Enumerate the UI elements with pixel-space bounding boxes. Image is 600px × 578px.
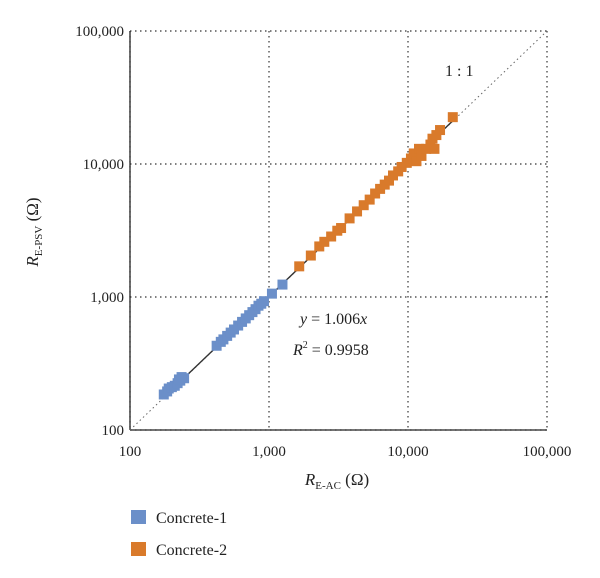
x-tick-label-0: 100 xyxy=(119,444,142,460)
point-series-2-3 xyxy=(319,236,330,247)
y-axis-title: RE-PSV (Ω) xyxy=(23,197,45,267)
point-series-2-2 xyxy=(314,241,325,252)
point-series-2-21 xyxy=(414,143,425,154)
point-series-2-19 xyxy=(405,153,416,164)
point-series-2-9 xyxy=(358,200,369,211)
point-series-2-30 xyxy=(447,112,458,123)
point-series-2-0 xyxy=(294,261,305,272)
point-series-2-10 xyxy=(364,194,375,205)
reference-line-label: 1 : 1 xyxy=(445,63,473,80)
legend-label-concrete-2: Concrete-2 xyxy=(156,542,227,559)
point-series-2-8 xyxy=(352,206,363,217)
y-tick-label-0: 100 xyxy=(102,423,125,439)
fit-equation: y = 1.006x xyxy=(298,311,367,328)
point-series-1-26 xyxy=(277,279,288,290)
y-tick-label-3: 100,000 xyxy=(75,24,124,40)
y-tick-label-1: 1,000 xyxy=(90,290,124,306)
point-series-2-4 xyxy=(326,231,337,242)
point-series-2-23 xyxy=(416,150,427,161)
point-series-2-15 xyxy=(388,170,399,181)
x-tick-label-3: 100,000 xyxy=(523,444,572,460)
point-series-2-14 xyxy=(384,175,395,186)
point-series-2-1 xyxy=(305,250,316,261)
point-series-2-28 xyxy=(435,125,446,136)
y-tick-label-2: 10,000 xyxy=(83,157,124,173)
fit-r-squared: R2 = 0.9958 xyxy=(292,340,369,359)
legend-swatch-concrete-1 xyxy=(131,510,146,524)
point-series-2-17 xyxy=(396,161,407,172)
legend-item-concrete-2: Concrete-2 xyxy=(131,542,227,559)
point-series-1-25 xyxy=(266,288,277,299)
point-series-2-29 xyxy=(429,143,440,154)
point-series-2-7 xyxy=(344,213,355,224)
legend-label-concrete-1: Concrete-1 xyxy=(156,510,227,527)
grid xyxy=(129,30,548,431)
tick-labels: 100 1,000 10,000 100,000 100 1,000 10,000 100,0… xyxy=(75,24,571,460)
point-series-2-22 xyxy=(411,156,422,167)
x-axis-title: RE-AC (Ω) xyxy=(304,470,369,492)
legend-item-concrete-1: Concrete-1 xyxy=(131,510,227,527)
data-points xyxy=(158,112,458,400)
point-series-2-6 xyxy=(336,223,347,234)
legend: Concrete-1 Concrete-2 xyxy=(131,510,227,559)
point-series-1-24 xyxy=(258,296,269,307)
x-tick-label-2: 10,000 xyxy=(387,444,428,460)
legend-swatch-concrete-2 xyxy=(131,542,146,556)
point-series-1-9 xyxy=(173,374,184,385)
x-tick-label-1: 1,000 xyxy=(252,444,286,460)
point-series-2-20 xyxy=(408,148,419,159)
point-series-2-27 xyxy=(431,130,442,141)
